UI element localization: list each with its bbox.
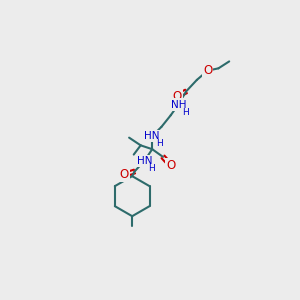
Text: NH: NH	[171, 100, 186, 110]
Text: O: O	[166, 159, 175, 172]
Text: O: O	[203, 64, 212, 77]
Text: O: O	[172, 90, 182, 103]
Text: O: O	[120, 168, 129, 181]
Text: HN: HN	[145, 131, 160, 141]
Text: H: H	[156, 139, 163, 148]
Text: H: H	[148, 164, 155, 173]
Text: HN: HN	[137, 156, 152, 166]
Text: H: H	[182, 108, 189, 117]
